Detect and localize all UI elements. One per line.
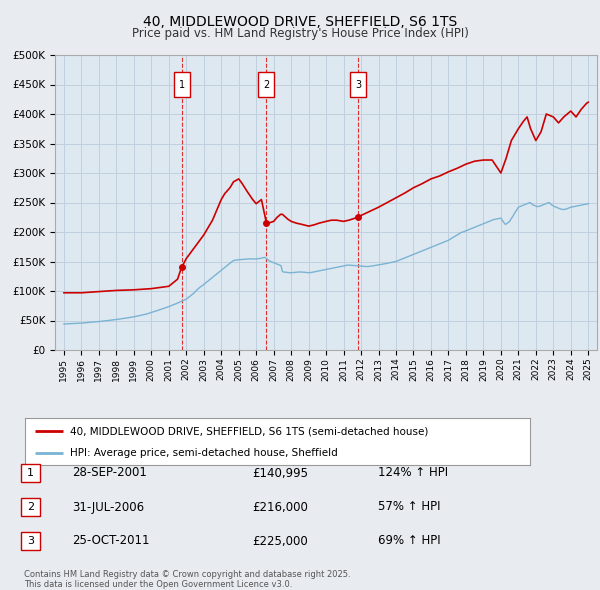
FancyBboxPatch shape (350, 71, 366, 97)
Text: 57% ↑ HPI: 57% ↑ HPI (378, 500, 440, 513)
FancyBboxPatch shape (259, 71, 274, 97)
Text: 2: 2 (263, 80, 269, 90)
Text: 124% ↑ HPI: 124% ↑ HPI (378, 467, 448, 480)
Text: £225,000: £225,000 (252, 535, 308, 548)
Text: 1: 1 (179, 80, 185, 90)
Text: 69% ↑ HPI: 69% ↑ HPI (378, 535, 440, 548)
Text: £140,995: £140,995 (252, 467, 308, 480)
FancyBboxPatch shape (174, 71, 190, 97)
Text: 40, MIDDLEWOOD DRIVE, SHEFFIELD, S6 1TS: 40, MIDDLEWOOD DRIVE, SHEFFIELD, S6 1TS (143, 15, 457, 30)
Text: 28-SEP-2001: 28-SEP-2001 (72, 467, 147, 480)
Text: 1: 1 (27, 468, 34, 478)
Text: 31-JUL-2006: 31-JUL-2006 (72, 500, 144, 513)
Text: £216,000: £216,000 (252, 500, 308, 513)
Text: 3: 3 (355, 80, 361, 90)
Text: 40, MIDDLEWOOD DRIVE, SHEFFIELD, S6 1TS (semi-detached house): 40, MIDDLEWOOD DRIVE, SHEFFIELD, S6 1TS … (70, 426, 429, 436)
Text: Price paid vs. HM Land Registry's House Price Index (HPI): Price paid vs. HM Land Registry's House … (131, 27, 469, 40)
Text: 2: 2 (27, 502, 34, 512)
Text: 25-OCT-2011: 25-OCT-2011 (72, 535, 149, 548)
Text: Contains HM Land Registry data © Crown copyright and database right 2025.
This d: Contains HM Land Registry data © Crown c… (24, 570, 350, 589)
Text: 3: 3 (27, 536, 34, 546)
Text: HPI: Average price, semi-detached house, Sheffield: HPI: Average price, semi-detached house,… (70, 448, 338, 458)
